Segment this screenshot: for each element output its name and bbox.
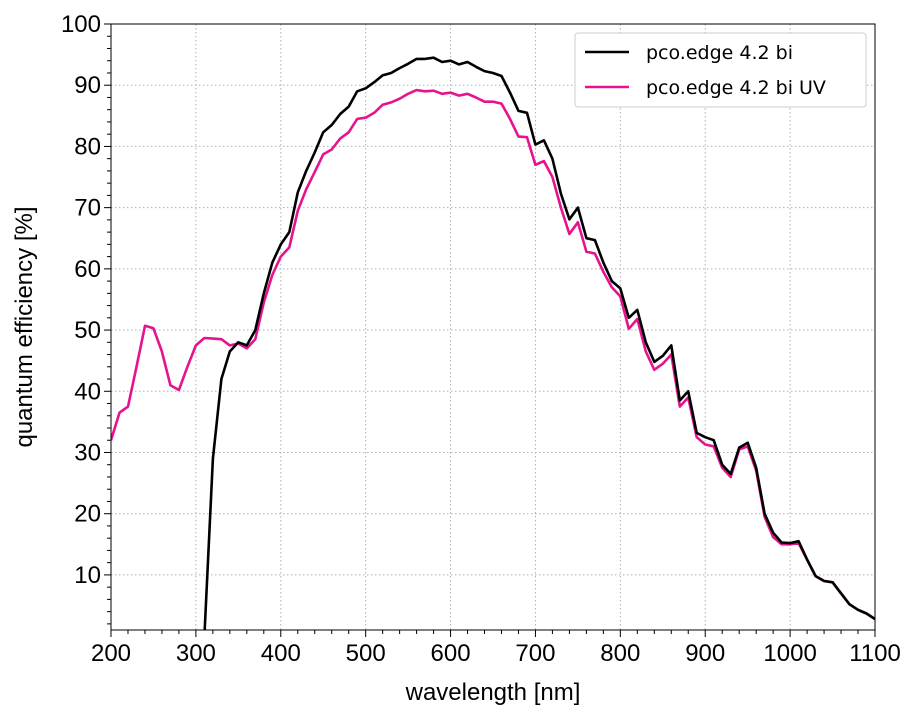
legend: pco.edge 4.2 bi pco.edge 4.2 bi UV [574,32,867,108]
y-tick-label: 40 [74,378,101,405]
y-tick-label: 70 [74,195,101,222]
x-tick-label: 300 [176,640,216,667]
x-tick-label: 400 [261,640,301,667]
y-tick-label: 50 [74,317,101,344]
y-tick-label: 90 [74,72,101,99]
y-tick-label: 80 [74,133,101,160]
series-line-bi [203,56,875,630]
y-axis-label: quantum efficiency [%] [11,206,38,447]
y-tick-label: 100 [61,11,101,38]
x-tick-label: 600 [431,640,471,667]
x-tick-label: 1100 [849,640,901,667]
x-tick-label: 500 [346,640,386,667]
legend-box [574,32,867,108]
legend-label-bi-uv: pco.edge 4.2 bi UV [646,77,826,99]
x-tick-label: 800 [600,640,640,667]
series-line-bi-uv [111,88,875,621]
tick-labels: 200 300 400 500 600 700 800 900 1000 1100 10 20 30 40… [61,11,901,667]
x-tick-label: 700 [515,640,555,667]
x-tick-label: 200 [91,640,131,667]
x-tick-label: 900 [685,640,725,667]
x-tick-label: 1000 [763,640,816,667]
y-tick-label: 60 [74,256,101,283]
grid [111,24,875,630]
y-tick-label: 20 [74,501,101,528]
x-axis-label: wavelength [nm] [405,679,581,706]
axis-ticks [104,23,876,637]
legend-label-bi: pco.edge 4.2 bi [646,42,793,64]
y-tick-label: 30 [74,439,101,466]
y-tick-label: 10 [74,562,101,589]
plot-frame [110,23,876,631]
series-lines [111,56,875,630]
